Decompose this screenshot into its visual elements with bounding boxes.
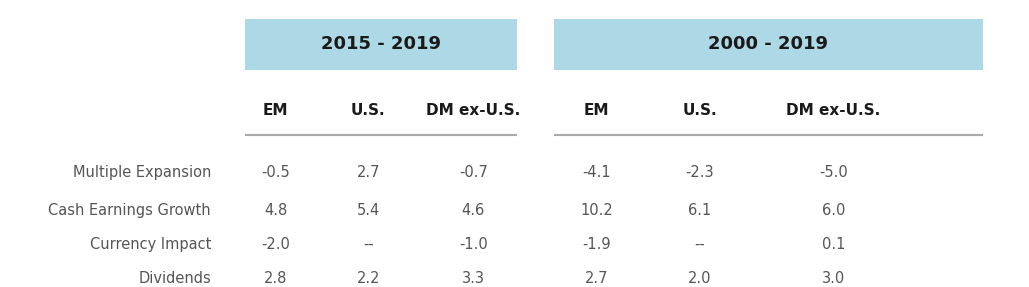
Bar xyxy=(245,19,517,70)
Text: 6.0: 6.0 xyxy=(822,203,845,218)
Text: 0.1: 0.1 xyxy=(822,237,845,252)
Bar xyxy=(554,19,983,70)
Text: -1.0: -1.0 xyxy=(459,237,488,252)
Text: -2.3: -2.3 xyxy=(685,165,714,180)
Text: 2.2: 2.2 xyxy=(357,272,380,286)
Text: U.S.: U.S. xyxy=(351,103,386,118)
Text: -0.5: -0.5 xyxy=(261,165,290,180)
Text: 5.4: 5.4 xyxy=(357,203,380,218)
Text: 2.7: 2.7 xyxy=(357,165,380,180)
Text: --: -- xyxy=(695,237,705,252)
Text: -1.9: -1.9 xyxy=(582,237,611,252)
Text: U.S.: U.S. xyxy=(682,103,717,118)
Text: --: -- xyxy=(363,237,374,252)
Text: -2.0: -2.0 xyxy=(261,237,290,252)
Text: 6.1: 6.1 xyxy=(688,203,711,218)
Text: 2000 - 2019: 2000 - 2019 xyxy=(708,36,828,53)
Text: 4.8: 4.8 xyxy=(264,203,287,218)
Text: 4.6: 4.6 xyxy=(462,203,485,218)
Text: 2.7: 2.7 xyxy=(586,272,608,286)
Text: 2.0: 2.0 xyxy=(688,272,711,286)
Text: 3.3: 3.3 xyxy=(462,272,485,286)
Text: 2.8: 2.8 xyxy=(264,272,287,286)
Text: Currency Impact: Currency Impact xyxy=(90,237,211,252)
Text: -0.7: -0.7 xyxy=(459,165,488,180)
Text: Dividends: Dividends xyxy=(138,272,211,286)
Text: 3.0: 3.0 xyxy=(822,272,845,286)
Text: -5.0: -5.0 xyxy=(819,165,848,180)
Text: -4.1: -4.1 xyxy=(582,165,611,180)
Text: DM ex-U.S.: DM ex-U.S. xyxy=(786,103,881,118)
Text: DM ex-U.S.: DM ex-U.S. xyxy=(426,103,521,118)
Text: EM: EM xyxy=(263,103,288,118)
Text: EM: EM xyxy=(584,103,609,118)
Text: 10.2: 10.2 xyxy=(580,203,613,218)
Text: Multiple Expansion: Multiple Expansion xyxy=(73,165,211,180)
Text: 2015 - 2019: 2015 - 2019 xyxy=(321,36,440,53)
Text: Cash Earnings Growth: Cash Earnings Growth xyxy=(48,203,211,218)
